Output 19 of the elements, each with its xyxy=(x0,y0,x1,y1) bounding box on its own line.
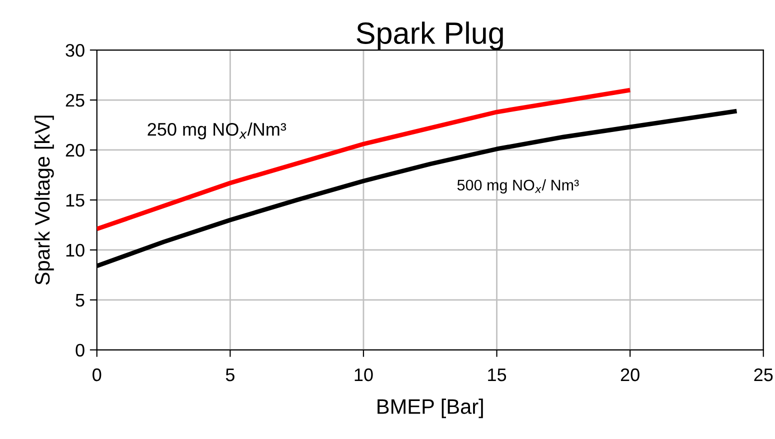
x-axis-title: BMEP [Bar] xyxy=(378,398,483,418)
y-tick-label: 25 xyxy=(66,94,84,107)
series-label: 250 mg NO$_{x}$/Nm³ xyxy=(148,122,286,140)
y-tick-label: 30 xyxy=(66,44,84,57)
y-tick-label: 20 xyxy=(66,144,84,157)
chart-title: Spark Plug xyxy=(356,22,503,50)
x-tick-label: 5 xyxy=(226,368,234,382)
y-tick-label: 5 xyxy=(76,294,84,307)
x-tick-label: 0 xyxy=(92,368,102,382)
x-tick-label: 15 xyxy=(488,368,506,382)
x-tick-label: 25 xyxy=(754,368,773,382)
y-tick-label: 10 xyxy=(66,244,84,257)
line-series xyxy=(96,88,632,232)
y-tick-label: 0 xyxy=(76,344,84,357)
x-tick-label: 10 xyxy=(354,368,373,382)
y-axis-title: Spark Voltage [kV] xyxy=(34,116,54,285)
series-label: 500 mg NO$_{x}$/ Nm³ xyxy=(457,179,579,194)
y-tick-label: 15 xyxy=(66,194,84,207)
x-tick-label: 20 xyxy=(620,368,640,382)
